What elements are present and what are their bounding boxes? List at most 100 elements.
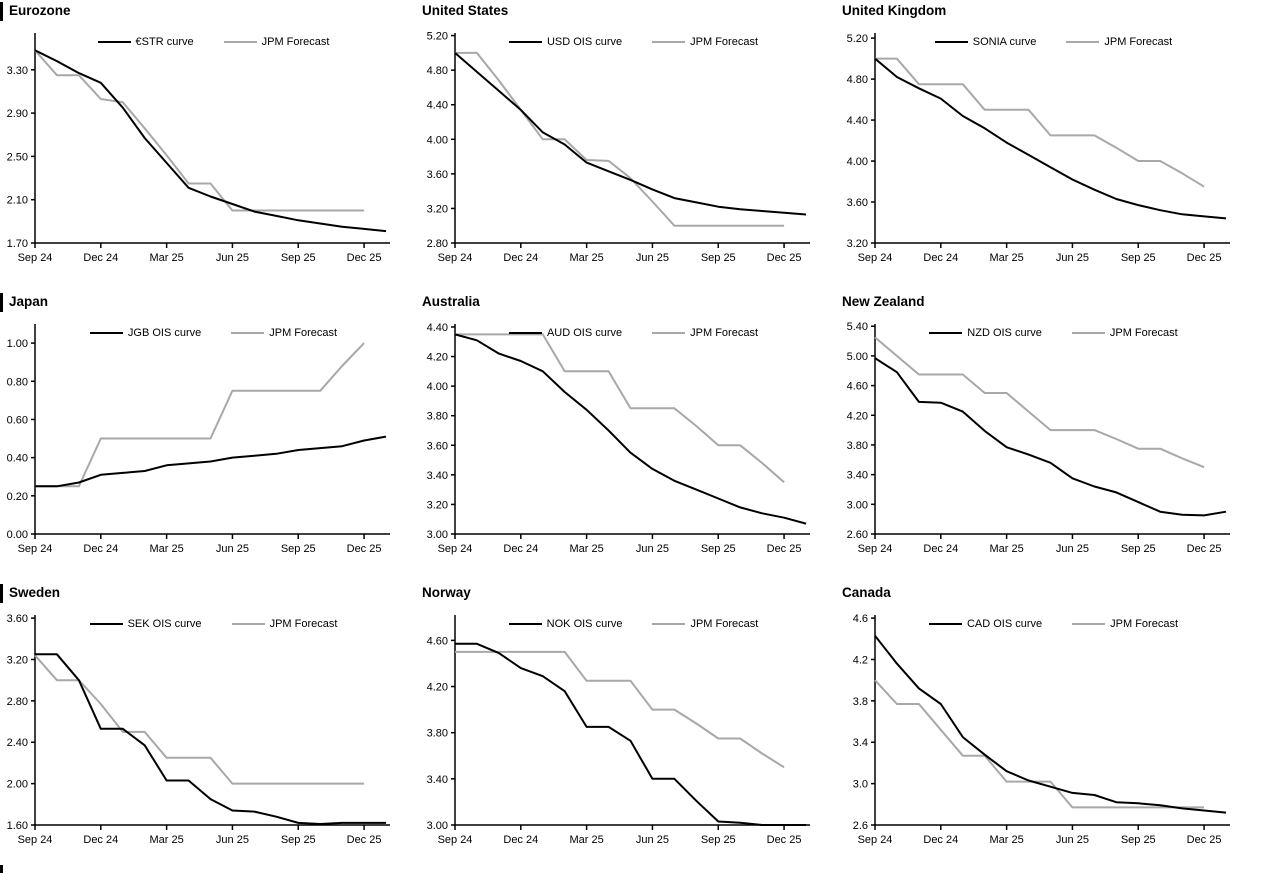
svg-text:Dec 25: Dec 25 xyxy=(767,252,802,264)
svg-text:Mar 25: Mar 25 xyxy=(570,834,604,846)
chart-legend: SONIA curve JPM Forecast xyxy=(875,36,1232,48)
legend-label: JGB OIS curve xyxy=(127,327,202,339)
svg-text:Dec 24: Dec 24 xyxy=(503,834,538,846)
legend-label: SONIA curve xyxy=(972,36,1037,48)
legend-label: JPM Forecast xyxy=(269,327,338,339)
svg-text:2.80: 2.80 xyxy=(7,696,28,708)
ois-line-swatch xyxy=(89,623,123,625)
chart-plot: 1.60 2.00 2.40 2.80 3.20 3.60 Sep 24 Dec 24 Mar … xyxy=(7,613,390,846)
svg-text:4.40: 4.40 xyxy=(427,100,448,112)
ois-line-swatch xyxy=(934,41,968,43)
svg-text:Sep 24: Sep 24 xyxy=(18,834,53,846)
svg-text:3.80: 3.80 xyxy=(427,411,448,423)
legend-item-ois: SONIA curve xyxy=(934,36,1037,48)
svg-text:4.00: 4.00 xyxy=(427,134,448,146)
legend-label: JPM Forecast xyxy=(261,36,330,48)
svg-text:Dec 24: Dec 24 xyxy=(923,252,958,264)
svg-text:5.40: 5.40 xyxy=(847,321,868,333)
svg-text:Sep 25: Sep 25 xyxy=(1121,834,1156,846)
svg-text:2.00: 2.00 xyxy=(7,779,28,791)
title-row: Sweden xyxy=(0,583,420,603)
title-row: Japan xyxy=(0,292,420,312)
ois-line-swatch xyxy=(929,332,963,334)
chart-area: 1.60 2.00 2.40 2.80 3.20 3.60 Sep 24 Dec 24 Mar … xyxy=(0,602,420,854)
svg-text:Sep 25: Sep 25 xyxy=(281,834,316,846)
svg-text:4.00: 4.00 xyxy=(427,381,448,393)
svg-text:Dec 25: Dec 25 xyxy=(347,252,382,264)
svg-text:4.40: 4.40 xyxy=(427,322,448,334)
chart-area: 2.60 3.00 3.40 3.80 4.20 4.60 5.00 5.40 Sep 24 De… xyxy=(840,311,1260,563)
svg-text:0.40: 0.40 xyxy=(7,453,28,465)
svg-text:3.00: 3.00 xyxy=(427,820,448,832)
svg-text:Mar 25: Mar 25 xyxy=(150,834,184,846)
svg-text:4.20: 4.20 xyxy=(427,682,448,694)
ois-line-swatch xyxy=(508,41,542,43)
svg-text:1.70: 1.70 xyxy=(7,238,28,250)
svg-text:3.60: 3.60 xyxy=(427,169,448,181)
chart-plot: 3.00 3.20 3.40 3.60 3.80 4.00 4.20 4.40 Sep 24 De… xyxy=(427,322,810,555)
svg-text:Jun 25: Jun 25 xyxy=(216,543,249,555)
forecast-line-swatch xyxy=(652,332,686,334)
svg-text:2.6: 2.6 xyxy=(853,820,868,832)
chart-cell-sweden: Sweden 1.60 2.00 2.40 2.80 3.20 3.60 Sep 24 Dec… xyxy=(0,582,420,873)
forecast-line-swatch xyxy=(223,41,257,43)
svg-text:Dec 25: Dec 25 xyxy=(347,543,382,555)
chart-legend: €STR curve JPM Forecast xyxy=(35,36,392,48)
svg-text:3.40: 3.40 xyxy=(427,470,448,482)
chart-cell-canada: Canada 2.6 3.0 3.4 3.8 4.2 4.6 Sep 24 Dec 24 Mar… xyxy=(840,582,1264,873)
chart-cell-eurozone: Eurozone 1.70 2.10 2.50 2.90 3.30 Sep 24 Dec 2… xyxy=(0,0,420,291)
chart-title: Norway xyxy=(422,585,471,600)
svg-text:5.00: 5.00 xyxy=(847,351,868,363)
chart-plot: 3.20 3.60 4.00 4.40 4.80 5.20 Sep 24 Dec 24 Mar … xyxy=(847,33,1230,264)
chart-plot: 2.6 3.0 3.4 3.8 4.2 4.6 Sep 24 Dec 24 Mar 25 Jun … xyxy=(853,613,1230,846)
chart-area: 3.20 3.60 4.00 4.40 4.80 5.20 Sep 24 Dec 24 Mar … xyxy=(840,20,1260,272)
svg-text:2.10: 2.10 xyxy=(7,195,28,207)
chart-area: 3.00 3.40 3.80 4.20 4.60 Sep 24 Dec 24 Mar 25 Ju… xyxy=(420,602,840,854)
svg-text:Jun 25: Jun 25 xyxy=(636,834,669,846)
svg-text:0.00: 0.00 xyxy=(7,529,28,541)
svg-text:Sep 24: Sep 24 xyxy=(438,834,473,846)
chart-area: 1.70 2.10 2.50 2.90 3.30 Sep 24 Dec 24 Mar 25 Ju… xyxy=(0,20,420,272)
svg-text:Mar 25: Mar 25 xyxy=(150,543,184,555)
chart-plot: 2.80 3.20 3.60 4.00 4.40 4.80 5.20 Sep 24 Dec 24… xyxy=(427,31,810,264)
title-row: Australia xyxy=(420,292,840,312)
svg-text:Mar 25: Mar 25 xyxy=(990,543,1024,555)
svg-text:Dec 25: Dec 25 xyxy=(347,834,382,846)
svg-text:4.60: 4.60 xyxy=(427,635,448,647)
svg-text:Dec 24: Dec 24 xyxy=(923,834,958,846)
accent-bar xyxy=(0,292,3,312)
legend-item-forecast: JPM Forecast xyxy=(652,327,758,339)
legend-label: NOK OIS curve xyxy=(546,618,623,630)
svg-text:Sep 25: Sep 25 xyxy=(701,834,736,846)
svg-text:3.60: 3.60 xyxy=(7,613,28,625)
svg-text:3.80: 3.80 xyxy=(847,440,868,452)
svg-text:Jun 25: Jun 25 xyxy=(1056,834,1089,846)
svg-text:3.20: 3.20 xyxy=(427,499,448,511)
title-row: Eurozone xyxy=(0,1,420,21)
legend-item-forecast: JPM Forecast xyxy=(1066,36,1172,48)
legend-label: NZD OIS curve xyxy=(967,327,1042,339)
legend-label: JPM Forecast xyxy=(1109,327,1178,339)
svg-text:Dec 25: Dec 25 xyxy=(1187,543,1222,555)
legend-item-ois: €STR curve xyxy=(97,36,194,48)
title-row: United Kingdom xyxy=(840,1,1264,21)
svg-text:0.60: 0.60 xyxy=(7,414,28,426)
svg-text:3.60: 3.60 xyxy=(427,440,448,452)
svg-text:Jun 25: Jun 25 xyxy=(636,543,669,555)
svg-text:Sep 24: Sep 24 xyxy=(858,543,893,555)
chart-legend: NZD OIS curve JPM Forecast xyxy=(875,327,1232,339)
svg-text:1.00: 1.00 xyxy=(7,338,28,350)
svg-text:Jun 25: Jun 25 xyxy=(1056,543,1089,555)
title-row: Norway xyxy=(420,583,840,603)
chart-cell-united-states: United States 2.80 3.20 3.60 4.00 4.40 4.80 5.… xyxy=(420,0,840,291)
chart-cell-japan: Japan 0.00 0.20 0.40 0.60 0.80 1.00 Sep 24 Dec … xyxy=(0,291,420,582)
chart-plot: 2.60 3.00 3.40 3.80 4.20 4.60 5.00 5.40 Sep 24 De… xyxy=(847,321,1230,555)
title-row: Canada xyxy=(840,583,1264,603)
svg-text:1.60: 1.60 xyxy=(7,820,28,832)
forecast-line-swatch xyxy=(1071,332,1105,334)
legend-label: JPM Forecast xyxy=(690,618,759,630)
svg-text:Mar 25: Mar 25 xyxy=(990,834,1024,846)
svg-text:Sep 25: Sep 25 xyxy=(701,543,736,555)
svg-text:Sep 24: Sep 24 xyxy=(18,543,53,555)
